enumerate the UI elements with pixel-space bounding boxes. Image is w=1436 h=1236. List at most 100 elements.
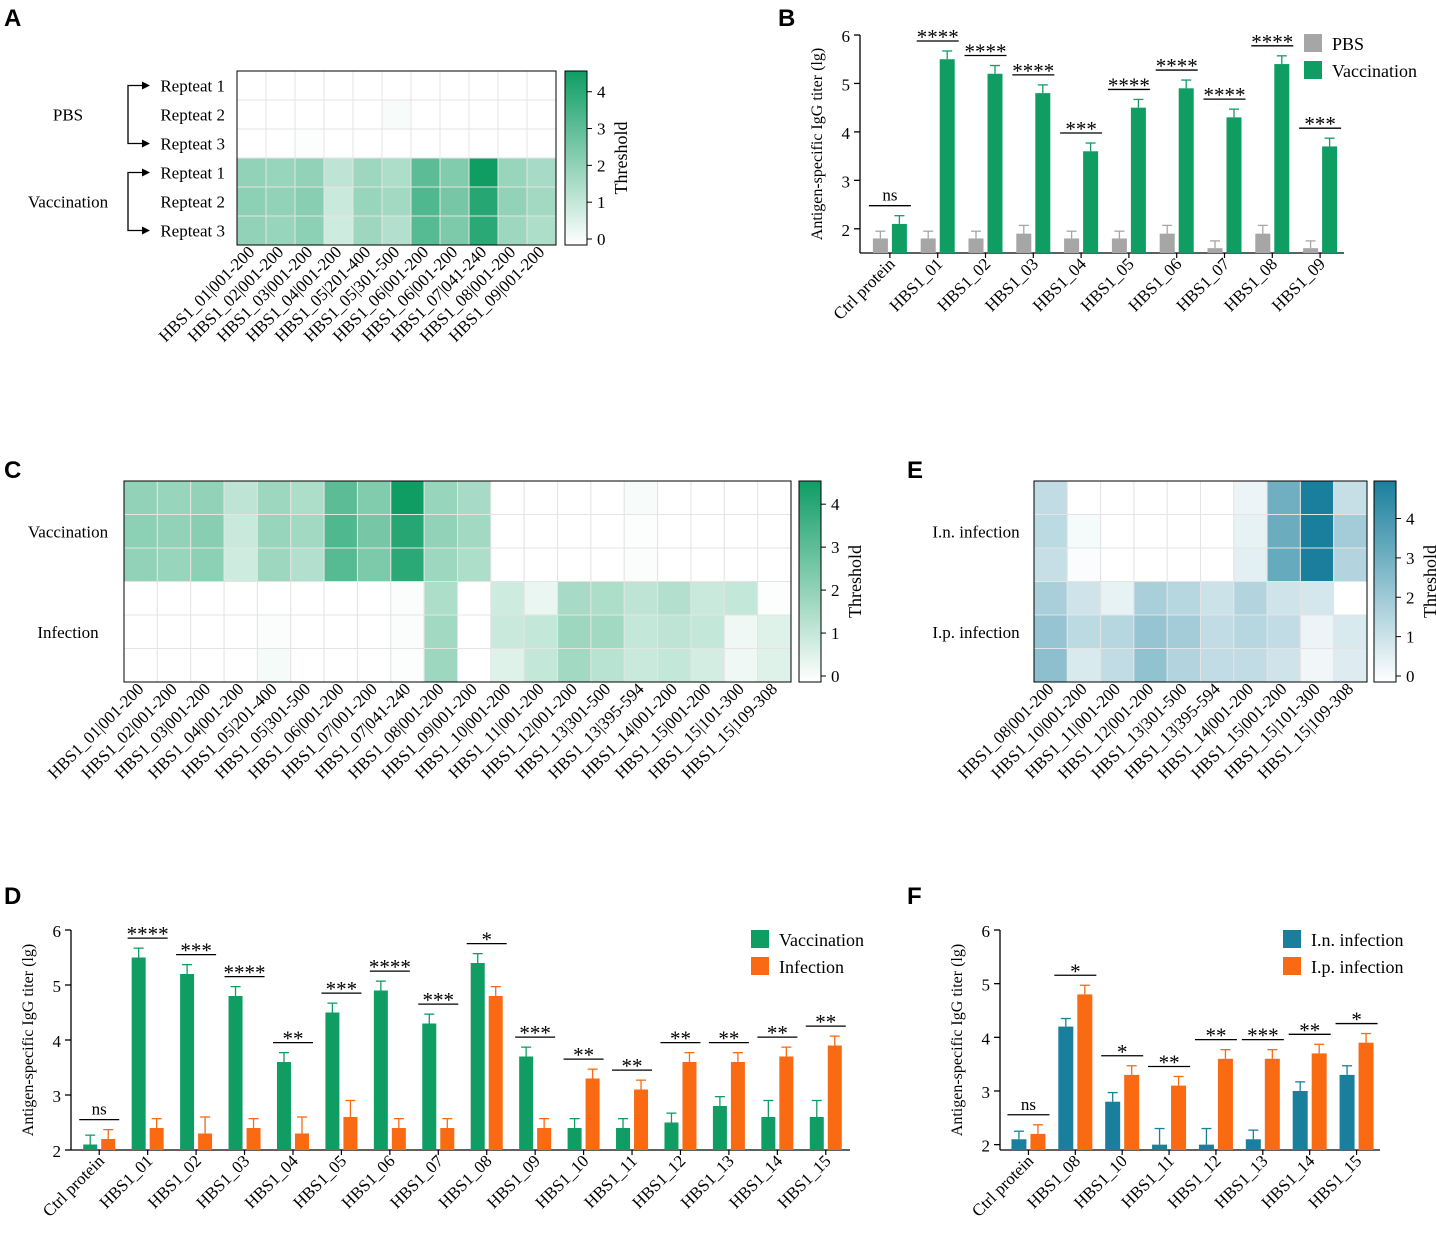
heatmap-cell [1066, 547, 1102, 582]
heatmap-cell [390, 480, 425, 515]
heatmap-cell [457, 547, 492, 582]
bar [1064, 238, 1080, 253]
heatmap-cell [723, 648, 759, 683]
bar [585, 1078, 600, 1150]
heatmap-cell [1100, 648, 1135, 683]
significance-label: ** [718, 1027, 739, 1051]
heatmap-cell [1333, 614, 1368, 649]
bar [1016, 233, 1032, 253]
significance-label: ** [767, 1021, 788, 1045]
heatmap-cell [410, 99, 441, 130]
heatmap-cell [352, 128, 383, 159]
heatmap-cell [457, 514, 492, 549]
heatmap-cell [557, 514, 592, 549]
heatmap-cell [1133, 648, 1168, 683]
colorbar-tick-label: 4 [597, 83, 606, 102]
bar [1358, 1042, 1374, 1150]
significance-label: ** [1159, 1050, 1180, 1074]
heatmap-cell [390, 648, 425, 683]
heatmap-C: HBS1_01|001-200HBS1_02|001-200HBS1_03|00… [28, 480, 865, 783]
heatmap-cell [381, 70, 412, 101]
heatmap-cell [323, 480, 358, 515]
heatmap-cell [457, 480, 492, 515]
bar [987, 73, 1003, 253]
colorbar-tick-label: 3 [1406, 549, 1415, 568]
heatmap-E: HBS1_08|001-200HBS1_10|001-200HBS1_11|00… [932, 480, 1436, 783]
heatmap-cell [497, 99, 528, 130]
heatmap-cell [723, 514, 759, 549]
heatmap-cell [468, 186, 499, 217]
bar [149, 1128, 164, 1150]
heatmap-cell [490, 480, 525, 515]
heatmap-cell [1166, 480, 1201, 515]
colorbar-title: Threshold [611, 122, 631, 195]
significance-label: ns [1021, 1095, 1036, 1114]
heatmap-cell [352, 157, 383, 188]
heatmap-cell [457, 648, 492, 683]
heatmap-cell [423, 648, 458, 683]
significance-label: *** [1065, 117, 1097, 141]
heatmap-cell [690, 514, 725, 549]
heatmap-cell [223, 514, 258, 549]
heatmap-cell [356, 480, 392, 515]
bar [519, 1056, 534, 1150]
significance-label: **** [369, 955, 411, 979]
x-tick-label: HBS1_10 [532, 1151, 593, 1212]
y-tick-label: 5 [982, 976, 991, 995]
bar [1178, 88, 1194, 254]
bar [488, 996, 503, 1150]
significance-label: * [1070, 959, 1081, 983]
significance-label: *** [180, 939, 212, 963]
heatmap-cell [390, 581, 425, 616]
barchart-F: 2 3 4 5 6 Antigen-specific IgG titer (lg)Ctrl… [949, 922, 1403, 1221]
heatmap-cell [323, 581, 358, 616]
heatmap-cell [757, 614, 792, 649]
heatmap-cell [439, 157, 470, 188]
heatmap-cell [294, 215, 325, 246]
heatmap-cell [757, 581, 792, 616]
heatmap-cell [1033, 648, 1068, 683]
heatmap-cell [439, 70, 470, 101]
x-tick-label: Ctrl protein [39, 1151, 109, 1221]
significance-label: **** [224, 961, 266, 985]
bar [1083, 151, 1099, 253]
significance-label: ns [92, 1100, 107, 1119]
heatmap-cell [356, 581, 392, 616]
heatmap-cell [1266, 614, 1301, 649]
heatmap-cell [265, 70, 296, 101]
bar [1264, 1058, 1280, 1150]
legend-label: I.n. infection [1311, 930, 1403, 950]
heatmap-cell [490, 581, 525, 616]
bar [634, 1089, 649, 1150]
heatmap-cell [523, 514, 559, 549]
significance-label: * [1117, 1040, 1128, 1064]
heatmap-cell [1333, 547, 1368, 582]
colorbar-tick-label: 0 [597, 230, 606, 249]
panel-label-b: B [778, 5, 795, 32]
heatmap-cell [1333, 514, 1368, 549]
heatmap-cell [490, 514, 525, 549]
significance-label: * [481, 928, 492, 952]
heatmap-bracket-arrow [142, 168, 150, 177]
heatmap-cell [1100, 547, 1135, 582]
heatmap-group-label: Infection [37, 623, 99, 642]
bar [761, 1117, 776, 1150]
heatmap-cell [557, 480, 592, 515]
heatmap-cell [1233, 547, 1268, 582]
significance-label: *** [519, 1021, 551, 1045]
panel-label-d: D [4, 883, 21, 910]
heatmap-cell [323, 128, 354, 159]
barchart-B: 2 3 4 5 6 Antigen-specific IgG titer (lg)Ctrl… [809, 25, 1417, 324]
heatmap-cell [1200, 614, 1235, 649]
heatmap-cell [290, 547, 325, 582]
heatmap-cell [123, 648, 158, 683]
colorbar-tick-label: 0 [831, 667, 840, 686]
heatmap-cell [1066, 648, 1102, 683]
colorbar-tick-label: 1 [597, 193, 606, 212]
heatmap-cell [523, 480, 559, 515]
heatmap-cell [439, 215, 470, 246]
heatmap-cell [1233, 480, 1268, 515]
y-tick-label: 6 [53, 922, 62, 941]
heatmap-cell [526, 186, 557, 217]
